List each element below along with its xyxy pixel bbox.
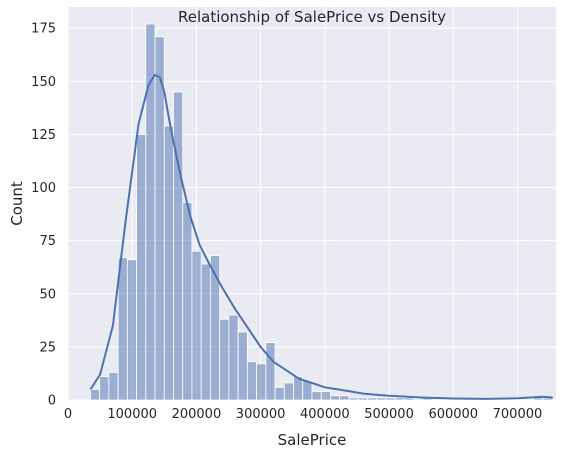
histogram-bar (357, 397, 368, 401)
kde-curve (89, 73, 553, 400)
y-tick-label: 175 (31, 22, 56, 37)
histogram-bar (348, 397, 359, 401)
histogram-bar (237, 331, 248, 401)
y-tick-label: 125 (31, 128, 56, 143)
x-tick-label: 0 (64, 407, 72, 422)
histogram-bar (283, 382, 294, 401)
histogram-bar (403, 397, 414, 401)
histogram-bar (265, 342, 276, 401)
y-tick-label: 100 (31, 181, 56, 196)
histogram-bar (99, 376, 110, 401)
histogram-bar (330, 395, 341, 401)
histogram-bars (90, 23, 554, 401)
histogram-bar (246, 361, 257, 401)
y-tick-labels: 0 25 50 75 100 125 150 175 (31, 22, 56, 409)
histogram-bar (302, 380, 313, 401)
x-tick-label: 700000 (493, 407, 543, 422)
x-tick-label: 400000 (300, 407, 350, 422)
y-tick-label: 150 (31, 75, 56, 90)
histogram-bar (154, 36, 165, 401)
histogram-bar (163, 125, 174, 401)
x-tick-label: 500000 (364, 407, 414, 422)
histogram-bar (200, 263, 211, 401)
histogram-bar (256, 363, 267, 401)
y-tick-label: 0 (48, 394, 56, 409)
histogram-bar (376, 397, 387, 401)
x-tick-label: 200000 (172, 407, 222, 422)
histogram-bar (173, 91, 184, 401)
histogram-bar (126, 259, 137, 401)
histogram-bar (366, 397, 378, 401)
histogram-bar (274, 386, 285, 401)
y-tick-label: 50 (39, 287, 56, 302)
x-tick-label: 300000 (236, 407, 286, 422)
x-tick-labels: 0 100000 200000 300000 400000 500000 600000 700… (64, 407, 542, 422)
histogram-bar (108, 371, 119, 401)
histogram-bar (210, 255, 221, 401)
histogram-bar (191, 250, 202, 401)
histogram-bar (228, 314, 239, 401)
x-tick-label: 100000 (107, 407, 157, 422)
histogram-bar (311, 391, 322, 401)
histogram-bar (182, 202, 193, 401)
histogram-bar (136, 134, 147, 401)
x-tick-label: 600000 (428, 407, 478, 422)
y-tick-label: 25 (39, 340, 56, 355)
histogram-bar (320, 391, 331, 401)
histogram-bar (90, 388, 101, 401)
histogram-bar (394, 397, 405, 401)
histogram-bar (339, 395, 350, 401)
y-tick-label: 75 (39, 234, 56, 249)
y-axis-label: Count (8, 181, 26, 226)
x-axis-label: SalePrice (278, 431, 347, 449)
histogram-bar (385, 397, 396, 401)
histogram-bar (219, 318, 230, 401)
chart-title: Relationship of SalePrice vs Density (178, 8, 446, 26)
